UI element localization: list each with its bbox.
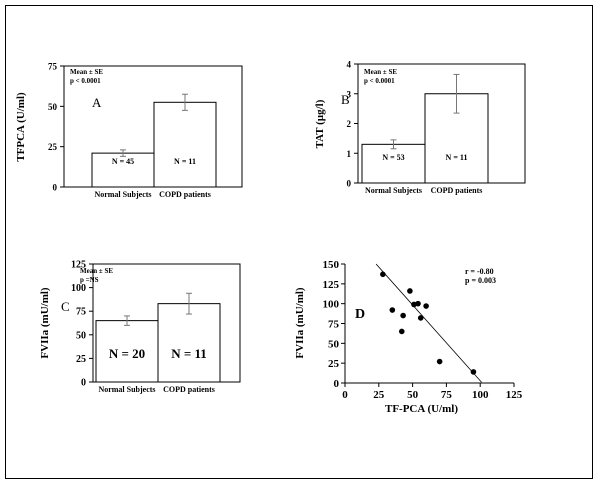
chart-d-data-point xyxy=(407,288,413,294)
chart-d-xtick-label: 0 xyxy=(342,389,348,401)
figure-frame xyxy=(5,5,593,479)
chart-a-ytick-label: 50 xyxy=(48,102,58,112)
chart-d-xtick-label: 25 xyxy=(373,389,385,401)
chart-d-xtick-label: 125 xyxy=(506,389,523,401)
chart-c-ytick-label: 0 xyxy=(81,378,86,389)
chart-c-panel-letter: C xyxy=(61,299,70,314)
chart-d-annotation: p = 0.003 xyxy=(465,276,496,285)
chart-d-ytick-label: 50 xyxy=(328,338,340,350)
chart-b-bar-label: N = 11 xyxy=(446,153,468,162)
chart-a-ytick-label: 75 xyxy=(48,62,58,72)
chart-d-data-point xyxy=(398,328,405,335)
chart-d-panel-letter: D xyxy=(355,307,365,322)
chart-d-xtick-label: 50 xyxy=(407,389,419,401)
chart-d-xtick-label: 100 xyxy=(472,389,489,401)
chart-b-category-label: Normal Subjects xyxy=(365,186,422,195)
chart-c-y-axis-label: FVIIa (mU/ml) xyxy=(39,287,51,359)
chart-d-data-point xyxy=(423,303,429,309)
chart-c-ytick-label: 100 xyxy=(71,283,86,294)
chart-b-ytick-label: 1 xyxy=(347,149,352,159)
chart-a-panel-letter: A xyxy=(92,95,102,110)
chart-c-bar-label: N = 20 xyxy=(109,346,145,361)
chart-c-ytick-label: 75 xyxy=(76,307,86,318)
chart-a-annotation: p < 0.0001 xyxy=(70,77,101,85)
chart-d-data-point xyxy=(400,312,406,319)
chart-b-ytick-label: 0 xyxy=(347,179,352,189)
chart-d-x-axis-label: TF-PCA (U/ml) xyxy=(385,403,458,415)
chart-b-y-axis-label: TAT (µg/l) xyxy=(314,99,326,148)
chart-a-category-label: Normal Subjects xyxy=(94,190,151,199)
chart-c-bar xyxy=(157,303,221,383)
chart-a-category-label: COPD patients xyxy=(159,190,211,199)
chart-d-ytick-label: 25 xyxy=(328,358,340,370)
chart-a-bar-label: N = 45 xyxy=(112,157,134,166)
chart-d-ytick-label: 150 xyxy=(323,259,340,271)
chart-d-data-point xyxy=(470,369,477,375)
chart-d-ytick-label: 75 xyxy=(328,319,340,331)
chart-c-bar xyxy=(95,320,159,383)
chart-d-ytick-label: 100 xyxy=(323,299,340,311)
chart-b-annotation: p < 0.0001 xyxy=(364,77,395,85)
chart-d-ytick-label: 125 xyxy=(323,279,340,291)
chart-d-y-axis-label: FVIIa (mU/ml) xyxy=(294,287,306,359)
chart-d-data-point xyxy=(415,300,421,307)
chart-d-ytick-label: 0 xyxy=(334,378,340,390)
chart-a-annotation: Mean ± SE xyxy=(70,68,103,76)
chart-d-xtick-label: 75 xyxy=(441,389,453,401)
chart-a-bar xyxy=(153,101,217,188)
chart-b-category-label: COPD patients xyxy=(431,186,483,195)
chart-a-ytick-label: 0 xyxy=(53,183,58,193)
chart-c-ytick-label: 125 xyxy=(71,260,86,271)
chart-b-ytick-label: 2 xyxy=(347,119,352,129)
chart-d-data-point xyxy=(436,358,443,365)
chart-c-annotation: p =NS xyxy=(80,276,99,284)
chart-b-bar xyxy=(361,143,426,184)
chart-a-bar-label: N = 11 xyxy=(174,157,196,166)
chart-b-ytick-label: 3 xyxy=(347,89,352,99)
chart-c-category-label: COPD patients xyxy=(163,385,215,394)
chart-c-ytick-label: 25 xyxy=(76,354,86,365)
chart-a-y-axis-label: TFPCA (U/ml) xyxy=(15,92,27,162)
chart-b-panel-letter: B xyxy=(341,92,350,107)
chart-b-annotation: Mean ± SE xyxy=(364,68,397,76)
chart-d-regression-line xyxy=(375,263,482,383)
chart-b-ytick-label: 4 xyxy=(347,60,352,70)
chart-a-ytick-label: 25 xyxy=(48,142,58,152)
chart-d-annotation: r = -0.80 xyxy=(465,267,494,276)
chart-d-data-point xyxy=(380,271,386,278)
chart-c-category-label: Normal Subjects xyxy=(98,385,155,394)
chart-c-annotation: Mean ± SE xyxy=(80,267,113,275)
chart-b-bar-label: N = 53 xyxy=(382,153,404,162)
chart-c-bar-label: N = 11 xyxy=(171,346,207,361)
chart-c-ytick-label: 50 xyxy=(76,330,86,341)
chart-d-data-point xyxy=(417,315,424,321)
chart-d-data-point xyxy=(389,307,396,313)
